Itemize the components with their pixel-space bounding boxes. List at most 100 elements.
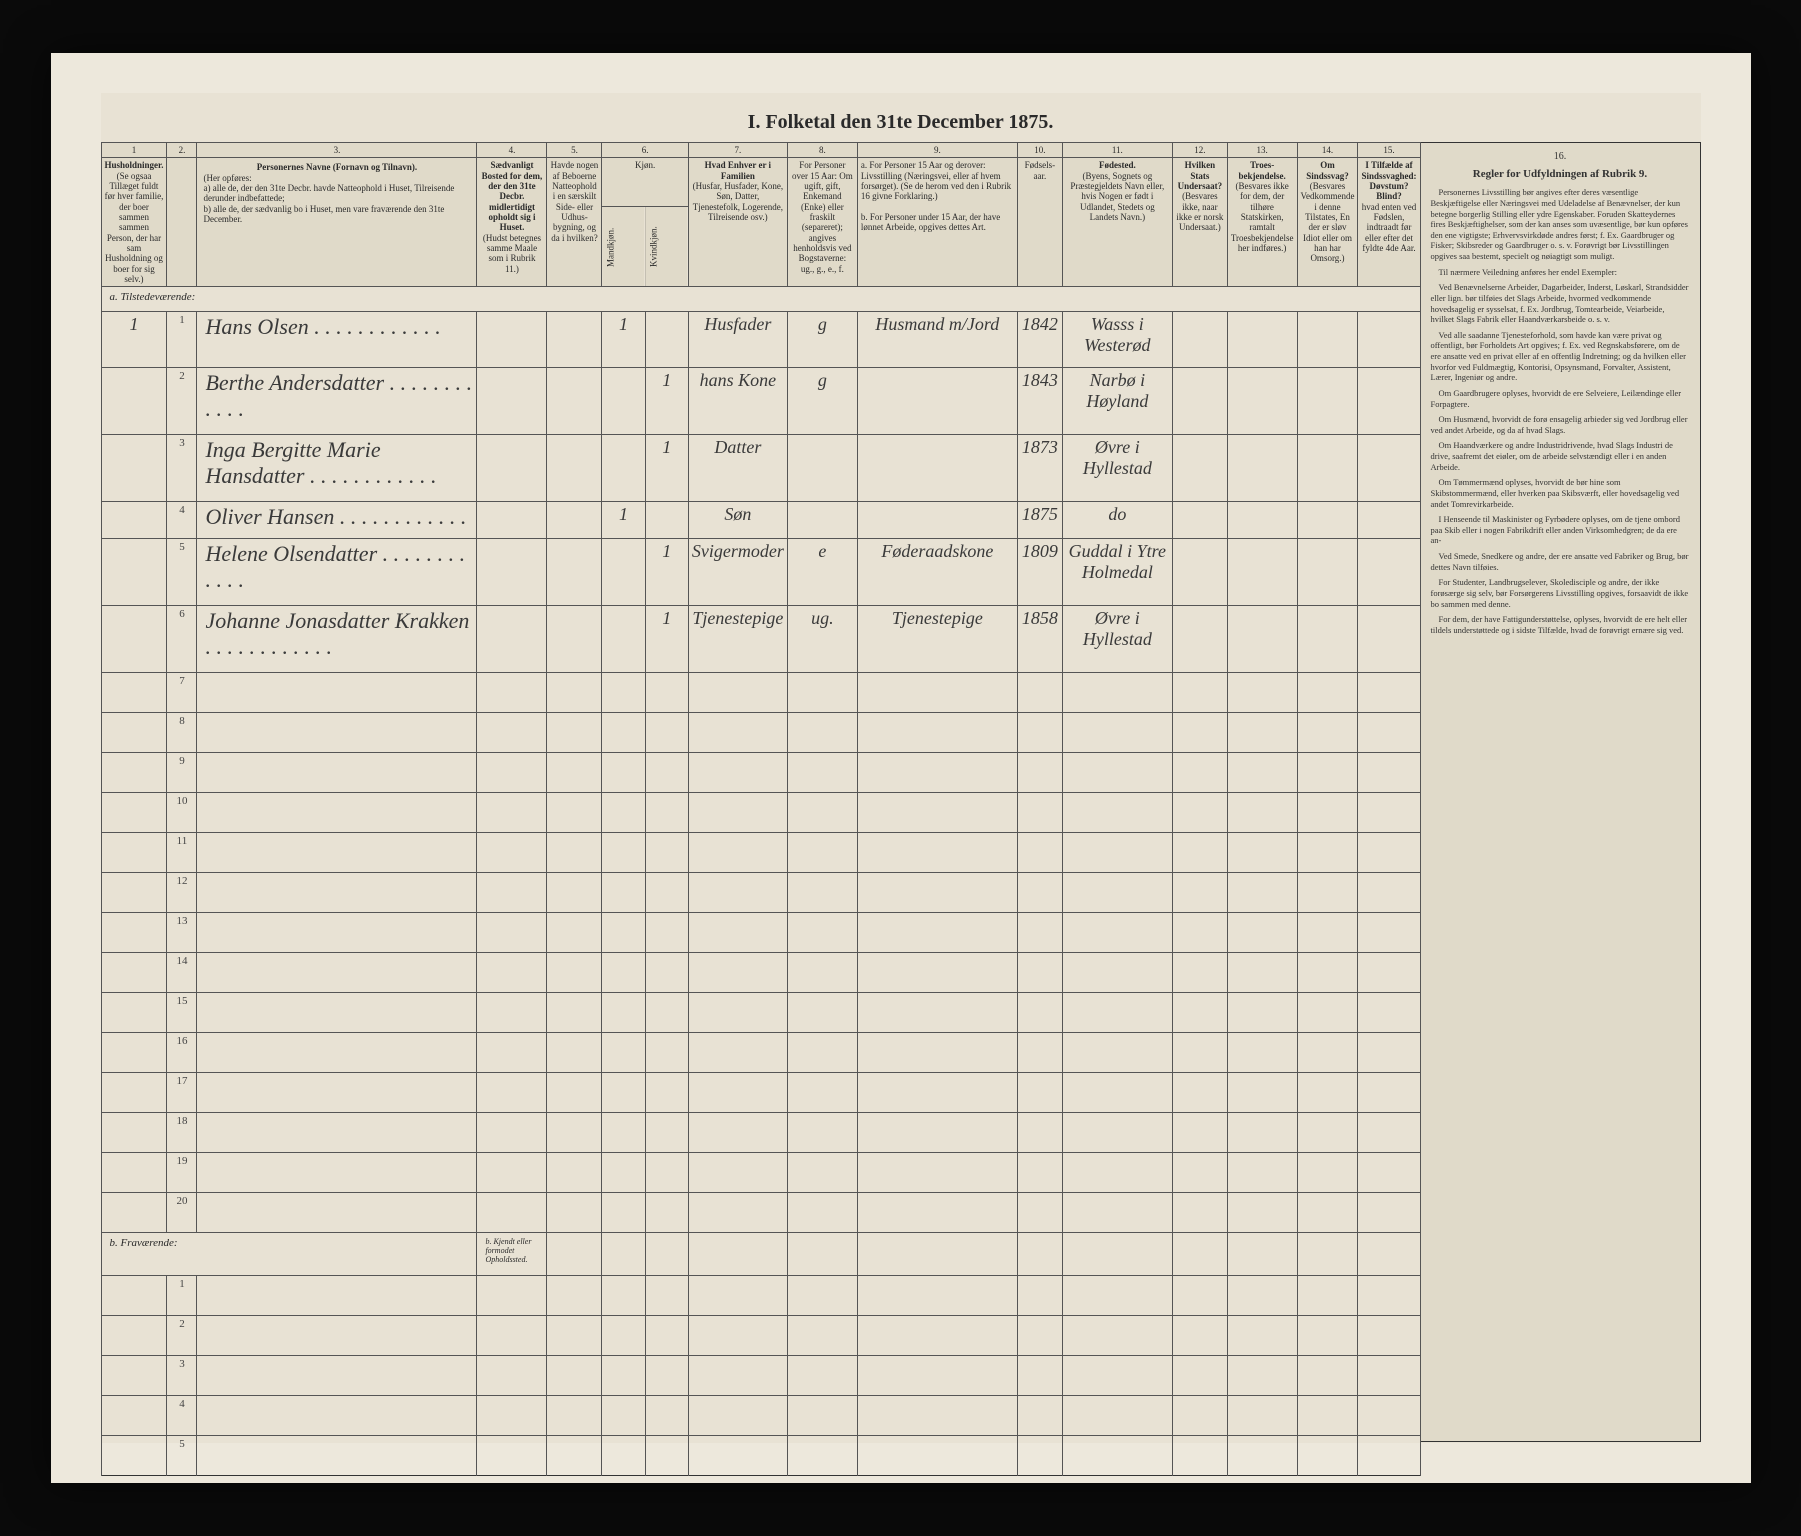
- c: [1172, 753, 1227, 793]
- c: [645, 1073, 688, 1113]
- c: [547, 873, 602, 913]
- c: [688, 913, 787, 953]
- c: [1227, 713, 1297, 753]
- hdr-7: Hvad Enhver er i Familien(Husfar, Husfad…: [688, 158, 787, 287]
- c: [1172, 1233, 1227, 1276]
- cell-13: [1227, 538, 1297, 605]
- table-row-empty: 4: [101, 1395, 1420, 1435]
- c: [857, 833, 1017, 873]
- c: [101, 833, 167, 873]
- table-row-empty: 8: [101, 713, 1420, 753]
- c: [1358, 1275, 1420, 1315]
- c: [101, 1315, 167, 1355]
- c: [1358, 1435, 1420, 1475]
- c: [197, 1073, 477, 1113]
- page-scan: I. Folketal den 31te December 1875. 1 2.…: [51, 53, 1751, 1483]
- c: [602, 793, 645, 833]
- c: [1062, 1033, 1172, 1073]
- section-absent-row: b. Fraværende:b. Kjendt eller formodet O…: [101, 1233, 1420, 1276]
- c: [1227, 1275, 1297, 1315]
- cell-female: 1: [645, 606, 688, 673]
- c: [1062, 993, 1172, 1033]
- cell-civil-status: g: [787, 367, 857, 434]
- c: [1227, 913, 1297, 953]
- c: [1172, 673, 1227, 713]
- c: [787, 1193, 857, 1233]
- c: [1017, 793, 1062, 833]
- table-row: 5Helene Olsendatter . . . . . . . . . . …: [101, 538, 1420, 605]
- c: [688, 1193, 787, 1233]
- c: [1227, 1033, 1297, 1073]
- cell-12: [1172, 502, 1227, 539]
- c: [1172, 793, 1227, 833]
- c: [787, 1153, 857, 1193]
- cell-male: 1: [602, 502, 645, 539]
- c: [1358, 753, 1420, 793]
- c: [602, 833, 645, 873]
- c: [477, 753, 547, 793]
- c: [101, 1113, 167, 1153]
- c: [547, 833, 602, 873]
- household-num: [101, 606, 167, 673]
- c: [101, 1355, 167, 1395]
- c: [1017, 1395, 1062, 1435]
- household-num: [101, 367, 167, 434]
- c: [1172, 1033, 1227, 1073]
- c: [547, 1113, 602, 1153]
- c: [857, 1113, 1017, 1153]
- cell-12: [1172, 367, 1227, 434]
- c: [645, 913, 688, 953]
- cell-female: 1: [645, 538, 688, 605]
- c: [645, 1315, 688, 1355]
- c: [1062, 1073, 1172, 1113]
- c: [101, 1073, 167, 1113]
- c: b. Fraværende:: [101, 1233, 477, 1276]
- col-num-10: 10.: [1017, 143, 1062, 158]
- table-row-empty: 10: [101, 793, 1420, 833]
- cell-5: [547, 606, 602, 673]
- col-num-14: 14.: [1297, 143, 1358, 158]
- c: [787, 1113, 857, 1153]
- c: [688, 873, 787, 913]
- c: [688, 1073, 787, 1113]
- hdr-6a: Mandkjøn.: [602, 207, 645, 287]
- c: [857, 713, 1017, 753]
- person-num: 17: [167, 1073, 197, 1113]
- cell-14: [1297, 312, 1358, 367]
- c: [645, 1233, 688, 1276]
- person-num: 13: [167, 913, 197, 953]
- table-row-empty: 3: [101, 1355, 1420, 1395]
- c: [101, 1435, 167, 1475]
- section-present: a. Tilstedeværende:: [101, 287, 1420, 312]
- c: [688, 793, 787, 833]
- c: [688, 713, 787, 753]
- person-num: 19: [167, 1153, 197, 1193]
- person-num: 1: [167, 312, 197, 367]
- c: [787, 1073, 857, 1113]
- cell-birthyear: 1858: [1017, 606, 1062, 673]
- table-row-empty: 11: [101, 833, 1420, 873]
- c: [688, 833, 787, 873]
- c: [197, 1435, 477, 1475]
- c: [602, 1355, 645, 1395]
- c: [1358, 713, 1420, 753]
- cell-14: [1297, 434, 1358, 501]
- cell-birthyear: 1843: [1017, 367, 1062, 434]
- c: [477, 793, 547, 833]
- c: [197, 953, 477, 993]
- c: [1062, 833, 1172, 873]
- cell-14: [1297, 367, 1358, 434]
- c: [645, 1435, 688, 1475]
- c: [477, 913, 547, 953]
- c: [857, 953, 1017, 993]
- c: [688, 1233, 787, 1276]
- c: [1297, 833, 1358, 873]
- table-wrapper: 1 2. 3. 4. 5. 6. 7. 8. 9. 10. 11. 12. 13…: [101, 142, 1701, 1442]
- c: [645, 1113, 688, 1153]
- c: [787, 753, 857, 793]
- c: [645, 753, 688, 793]
- col-num-12: 12.: [1172, 143, 1227, 158]
- cell-5: [547, 434, 602, 501]
- c: [787, 1395, 857, 1435]
- rules-intro: Personernes Livsstilling bør angives eft…: [1431, 187, 1690, 261]
